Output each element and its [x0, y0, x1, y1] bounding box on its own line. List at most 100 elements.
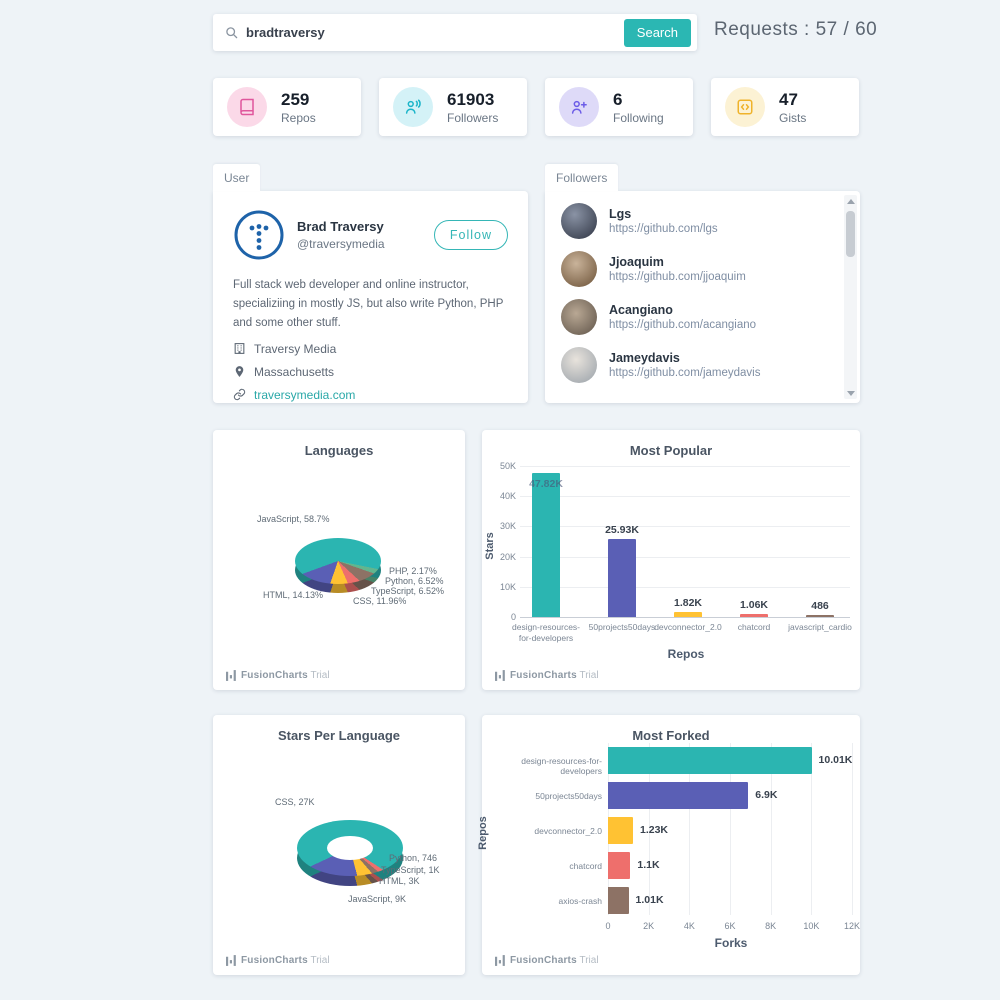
slice-label: PHP, 2.17%: [389, 566, 437, 576]
category-label: javascript_cardio: [788, 622, 852, 632]
pie-hole: [326, 835, 374, 861]
link-icon: [233, 389, 246, 401]
chart-title: Most Forked: [632, 728, 710, 743]
bar-value-label: 1.23K: [640, 824, 669, 836]
scroll-down-arrow-icon[interactable]: [844, 387, 857, 399]
x-tick-label: 0: [605, 921, 611, 931]
slice-label: CSS, 11.96%: [353, 596, 407, 606]
bar[interactable]: [532, 472, 560, 617]
stat-value: 259: [281, 90, 310, 110]
category-label: devconnector_2.0: [534, 826, 602, 836]
bar-value-label: 1.1K: [637, 859, 660, 871]
user-handle: @traversymedia: [297, 237, 385, 251]
category-label: 50projects50days: [588, 622, 656, 632]
y-tick-label: 30K: [499, 521, 516, 532]
follower-url-link[interactable]: https://github.com/lgs: [609, 223, 718, 235]
follower-avatar: [561, 299, 597, 335]
follower-url-link[interactable]: https://github.com/jameydavis: [609, 367, 761, 379]
x-axis-title: Repos: [667, 647, 705, 661]
y-axis-title: Stars: [483, 532, 496, 560]
bar[interactable]: [608, 782, 749, 809]
bar-value-label: 6.9K: [755, 789, 778, 801]
search-input[interactable]: [246, 25, 624, 40]
follower-name: Lgs: [609, 207, 632, 221]
fusioncharts-watermark: FusionCharts Trial: [495, 955, 599, 966]
category-label: 50projects50days: [535, 791, 602, 801]
fusioncharts-icon: [495, 670, 505, 681]
stat-card-following: 6 Following: [545, 78, 693, 136]
stat-label: Followers: [447, 110, 499, 125]
pie-top-layer: [297, 820, 403, 876]
x-tick-label: 4K: [683, 921, 695, 931]
stat-label: Gists: [779, 110, 807, 125]
scrollbar-thumb[interactable]: [846, 211, 855, 257]
search-icon: [226, 27, 238, 39]
bar-value-label: 1.06K: [739, 598, 769, 611]
y-tick-label: 40K: [499, 491, 516, 502]
bar[interactable]: [608, 747, 812, 774]
follower-url-link[interactable]: https://github.com/jjoaquim: [609, 271, 746, 283]
category-label: design-resources-for-developers: [521, 756, 602, 776]
chart-title: Languages: [304, 443, 374, 458]
stat-label: Following: [613, 110, 664, 125]
user-plus-icon: [559, 87, 599, 127]
user-location-row: Massachusetts: [233, 365, 508, 379]
grid-line: [811, 743, 813, 915]
followers-scrollbar[interactable]: [844, 195, 857, 399]
follower-item[interactable]: Jameydavis https://github.com/jameydavis: [561, 347, 836, 383]
slice-label: Python, 746: [389, 853, 438, 863]
user-company-row: Traversy Media: [233, 342, 508, 356]
followers-users-icon: [393, 87, 433, 127]
follower-name: Jjoaquim: [609, 255, 664, 269]
follower-item[interactable]: Lgs https://github.com/lgs: [561, 203, 836, 239]
bar[interactable]: [674, 611, 702, 617]
most-forked-chart-card: Most Forked 0 2K 4K 6K 8K 10K 12K 10.01K design-…: [477, 715, 860, 975]
grid-line: [689, 743, 691, 915]
grid-line: [520, 496, 850, 498]
bar[interactable]: [740, 613, 768, 617]
bar[interactable]: [608, 817, 633, 844]
bar[interactable]: [806, 615, 834, 617]
languages-pie-chart[interactable]: [295, 538, 381, 593]
slice-label: HTML, 14.13%: [263, 590, 324, 600]
follow-button[interactable]: Follow: [433, 220, 508, 250]
bar-value-label: 25.93K: [605, 523, 639, 536]
stat-label: Repos: [281, 110, 316, 125]
y-tick-label: 20K: [499, 551, 516, 562]
grid-line: [730, 743, 731, 915]
grid-line: [852, 743, 853, 915]
stars-per-language-chart-card: Stars Per Language CSS, 27K Python, 746 Ty…: [213, 715, 465, 975]
slice-label: TypeScript, 1K: [381, 865, 440, 875]
user-bio: Full stack web developer and online inst…: [233, 279, 504, 329]
stat-value: 61903: [447, 90, 495, 110]
slice-label: JavaScript, 9K: [348, 894, 407, 904]
user-card: Brad Traversy @traversymedia Follow Full…: [213, 191, 528, 403]
follower-url-link[interactable]: https://github.com/acangiano: [609, 319, 757, 331]
fusioncharts-watermark: FusionCharts Trial: [226, 670, 330, 681]
bar-value-label: 1.01K: [635, 894, 664, 906]
user-website-link[interactable]: traversymedia.com: [254, 387, 356, 402]
follower-item[interactable]: Jjoaquim https://github.com/jjoaquim: [561, 251, 836, 287]
y-tick-label: 50K: [499, 461, 516, 471]
user-location: Massachusetts: [254, 364, 335, 379]
search-button[interactable]: Search: [623, 18, 691, 47]
bar-value-label: 10.01K: [818, 754, 853, 766]
grid-line: [520, 526, 850, 528]
bar[interactable]: [608, 538, 636, 617]
stars-per-language-pie-chart[interactable]: [297, 820, 403, 886]
grid-line: [520, 556, 850, 558]
slice-label: CSS, 27K: [275, 797, 315, 807]
x-tick-label: 6K: [724, 921, 736, 931]
follower-name: Jameydavis: [609, 351, 680, 365]
fusioncharts-icon: [495, 955, 505, 966]
tab-user[interactable]: User: [213, 164, 261, 191]
bar[interactable]: [608, 887, 629, 914]
follower-item[interactable]: Acangiano https://github.com/acangiano: [561, 299, 836, 335]
bar[interactable]: [608, 852, 631, 879]
fusioncharts-icon: [226, 670, 236, 681]
tab-followers[interactable]: Followers: [545, 164, 619, 191]
fusioncharts-watermark: FusionCharts Trial: [226, 955, 330, 966]
x-tick-label: 2K: [643, 921, 655, 931]
scroll-up-arrow-icon[interactable]: [844, 195, 857, 207]
